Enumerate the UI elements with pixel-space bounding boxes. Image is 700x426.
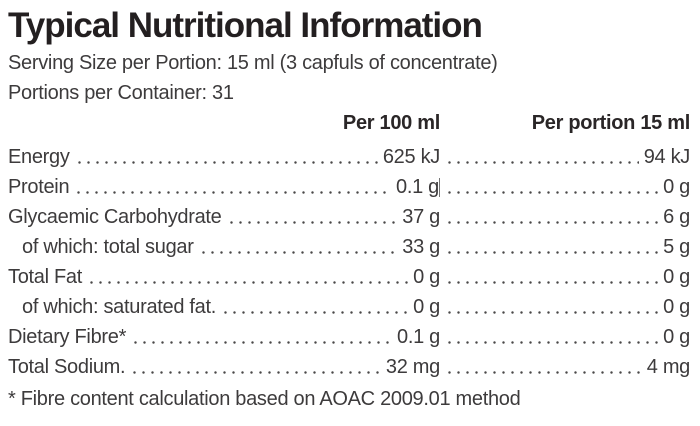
nutrition-rows: Energy 625 kJ 94 kJ Protein 0.1 g 0 g Gl… bbox=[8, 142, 690, 382]
table-row: Energy 625 kJ 94 kJ bbox=[8, 142, 690, 172]
leader-dots bbox=[221, 292, 409, 322]
leader-dots bbox=[226, 202, 398, 232]
row-per100-value: 33 g bbox=[402, 236, 440, 258]
leader-dots bbox=[74, 172, 392, 202]
leader-dots bbox=[445, 172, 659, 202]
row-left-section: Protein 0.1 g bbox=[8, 172, 440, 202]
row-per-portion-value: 0 g bbox=[663, 296, 690, 318]
row-per100-value: 0.1 g bbox=[396, 176, 439, 198]
table-row: of which: total sugar 33 g 5 g bbox=[8, 232, 690, 262]
row-per-portion-value: 5 g bbox=[663, 236, 690, 258]
row-per100-value: 0.1 g bbox=[397, 326, 440, 348]
row-left-section: Energy 625 kJ bbox=[8, 142, 440, 172]
row-right-section: 0 g bbox=[440, 292, 690, 322]
row-per-portion-value: 0 g bbox=[663, 326, 690, 348]
row-per-portion-value: 0 g bbox=[663, 176, 690, 198]
row-label: Total Fat bbox=[8, 266, 82, 288]
leader-dots bbox=[130, 352, 381, 382]
leader-dots bbox=[445, 322, 659, 352]
row-label: of which: saturated fat. bbox=[22, 296, 217, 318]
row-per100-value: 625 kJ bbox=[382, 146, 440, 168]
row-per-portion-value: 4 mg bbox=[646, 356, 691, 378]
table-row: Total Sodium. 32 mg 4 mg bbox=[8, 352, 690, 382]
serving-size-line: Serving Size per Portion: 15 ml (3 capfu… bbox=[8, 52, 498, 74]
column-header-per-100ml: Per 100 ml bbox=[342, 112, 440, 134]
page-title: Typical Nutritional Information bbox=[8, 6, 483, 45]
row-per-portion-value: 6 g bbox=[663, 206, 690, 228]
row-left-section: Total Fat 0 g bbox=[8, 262, 440, 292]
leader-dots bbox=[131, 322, 393, 352]
row-right-section: 0 g bbox=[440, 322, 690, 352]
row-label: Energy bbox=[8, 146, 70, 168]
leader-dots bbox=[445, 292, 659, 322]
row-left-section: of which: total sugar 33 g bbox=[8, 232, 440, 262]
table-header-row: Per 100 ml Per portion 15 ml bbox=[8, 108, 690, 138]
row-per100-value: 37 g bbox=[402, 206, 440, 228]
row-per-portion-value: 94 kJ bbox=[643, 146, 691, 168]
table-row: Dietary Fibre* 0.1 g 0 g bbox=[8, 322, 690, 352]
row-left-section: Dietary Fibre* 0.1 g bbox=[8, 322, 440, 352]
row-left-section: of which: saturated fat. 0 g bbox=[8, 292, 440, 322]
leader-dots bbox=[87, 262, 409, 292]
leader-dots bbox=[198, 232, 398, 262]
row-right-section: 94 kJ bbox=[440, 142, 690, 172]
table-row: of which: saturated fat. 0 g 0 g bbox=[8, 292, 690, 322]
row-right-section: 0 g bbox=[440, 172, 690, 202]
leader-dots bbox=[74, 142, 378, 172]
cursor-artifact bbox=[439, 178, 440, 197]
column-header-per-portion: Per portion 15 ml bbox=[531, 112, 691, 134]
table-row: Glycaemic Carbohydrate 37 g 6 g bbox=[8, 202, 690, 232]
table-row: Protein 0.1 g 0 g bbox=[8, 172, 690, 202]
row-right-section: 6 g bbox=[440, 202, 690, 232]
row-left-section: Glycaemic Carbohydrate 37 g bbox=[8, 202, 440, 232]
row-label: Dietary Fibre* bbox=[8, 326, 127, 348]
leader-dots bbox=[445, 142, 639, 172]
row-label: of which: total sugar bbox=[22, 236, 194, 258]
row-right-section: 4 mg bbox=[440, 352, 690, 382]
leader-dots bbox=[445, 232, 659, 262]
row-right-section: 0 g bbox=[440, 262, 690, 292]
row-per100-value: 32 mg bbox=[385, 356, 440, 378]
leader-dots bbox=[445, 352, 642, 382]
leader-dots bbox=[445, 262, 659, 292]
row-per100-value: 0 g bbox=[413, 266, 440, 288]
row-right-section: 5 g bbox=[440, 232, 690, 262]
row-label: Glycaemic Carbohydrate bbox=[8, 206, 222, 228]
row-left-section: Total Sodium. 32 mg bbox=[8, 352, 440, 382]
table-row: Total Fat 0 g 0 g bbox=[8, 262, 690, 292]
row-per-portion-value: 0 g bbox=[663, 266, 690, 288]
row-per100-value: 0 g bbox=[413, 296, 440, 318]
row-label: Protein bbox=[8, 176, 70, 198]
row-label: Total Sodium. bbox=[8, 356, 126, 378]
leader-dots bbox=[445, 202, 659, 232]
portions-line: Portions per Container: 31 bbox=[8, 82, 234, 104]
footnote: * Fibre content calculation based on AOA… bbox=[8, 388, 521, 410]
